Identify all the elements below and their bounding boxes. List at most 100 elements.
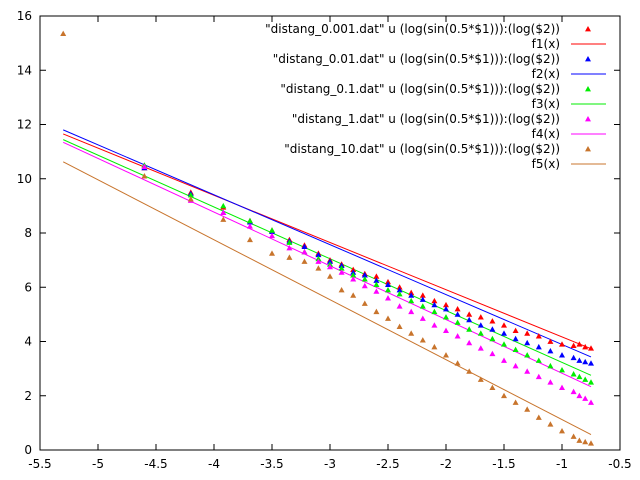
data-point-series-3: [582, 376, 589, 382]
data-point-series-3: [350, 272, 357, 278]
data-point-series-2: [512, 335, 519, 342]
data-point-series-1: [477, 314, 484, 320]
data-point-series-5: [443, 352, 449, 358]
data-point-series-1: [588, 345, 594, 351]
data-point-series-1: [524, 330, 531, 336]
data-point-series-3: [419, 303, 426, 309]
data-point-series-1: [350, 266, 357, 273]
data-point-series-3: [361, 276, 368, 282]
data-point-series-3: [431, 308, 438, 315]
data-point-series-4: [443, 327, 449, 334]
data-point-series-4: [269, 232, 275, 239]
data-point-series-4: [582, 395, 589, 401]
data-point-series-3: [373, 281, 380, 287]
data-point-series-2: [385, 281, 391, 287]
x-tick-label: -0.5: [608, 457, 631, 471]
data-point-series-5: [588, 440, 594, 446]
data-point-series-1: [419, 292, 426, 298]
data-point-series-4: [535, 373, 542, 380]
y-tick-label: 8: [24, 226, 32, 240]
y-tick-label: 10: [17, 172, 32, 186]
data-point-series-2: [559, 352, 565, 358]
data-point-series-4: [141, 163, 148, 169]
data-point-series-5: [269, 250, 275, 256]
data-point-series-5: [327, 273, 333, 279]
data-point-series-4: [408, 308, 415, 315]
data-point-series-1: [512, 327, 519, 334]
data-point-series-1: [489, 318, 496, 324]
data-point-series-5: [141, 173, 148, 179]
data-point-series-5: [547, 421, 554, 427]
data-point-series-4: [454, 333, 461, 339]
data-point-series-3: [454, 319, 461, 325]
data-point-series-1: [373, 273, 380, 279]
data-point-series-2: [315, 251, 322, 258]
data-point-series-1: [559, 341, 565, 347]
data-point-series-2: [582, 358, 589, 365]
data-point-series-2: [431, 301, 438, 308]
data-point-series-3: [327, 261, 333, 267]
data-point-series-4: [570, 388, 577, 395]
y-tick-label: 4: [24, 335, 32, 349]
data-point-series-4: [419, 315, 426, 321]
x-tick-label: -4.5: [144, 457, 167, 471]
data-point-series-3: [246, 217, 253, 224]
axes: -5.5 -5 -4.5 -4 -3.5 -3 -2.5 -2 -1.5 -1 -0.5 0 2 4 6 8 1…: [17, 9, 632, 471]
data-point-series-5: [559, 428, 565, 434]
data-point-series-2: [489, 326, 496, 332]
x-tick-label: -5: [92, 457, 104, 471]
x-tick-label: -1.5: [492, 457, 515, 471]
data-point-series-2: [576, 357, 583, 363]
y-tick-label: 12: [17, 118, 32, 132]
data-point-series-3: [385, 286, 391, 293]
data-point-series-5: [477, 376, 484, 382]
x-tick-label: -4: [208, 457, 220, 471]
data-point-series-1: [582, 343, 589, 350]
data-point-series-2: [419, 296, 426, 302]
legend-label: f3(x): [532, 97, 560, 111]
legend-label: "distang_0.1.dat" u (log(sin(0.5*$1))):(…: [280, 82, 560, 96]
data-point-series-4: [385, 295, 391, 301]
data-point-series-2: [373, 277, 380, 283]
y-tick-label: 6: [24, 280, 32, 294]
data-point-series-2: [466, 316, 473, 323]
y-tick-label: 2: [24, 389, 32, 403]
data-point-series-4: [576, 392, 583, 399]
data-point-series-1: [385, 278, 391, 285]
data-point-series-1: [408, 289, 415, 296]
data-point-series-2: [570, 354, 577, 361]
data-point-series-3: [315, 255, 322, 262]
data-point-series-4: [588, 399, 594, 405]
data-point-series-3: [547, 362, 554, 369]
data-point-series-3: [286, 239, 293, 245]
data-point-series-5: [350, 292, 357, 298]
data-point-series-3: [408, 297, 415, 304]
data-point-series-5: [286, 254, 293, 260]
data-point-series-2: [588, 360, 594, 366]
legend-label: f2(x): [532, 67, 560, 81]
data-point-series-2: [524, 339, 531, 346]
data-point-series-5: [385, 315, 391, 321]
data-point-series-3: [524, 352, 531, 358]
data-point-series-3: [489, 335, 496, 342]
y-tick-label: 16: [17, 9, 32, 23]
data-point-series-4: [489, 350, 496, 357]
fit-lines: [62, 129, 592, 436]
data-point-series-1: [454, 305, 461, 312]
data-point-series-1: [501, 322, 507, 328]
data-point-series-1: [396, 284, 403, 290]
data-points: [60, 30, 594, 446]
data-point-series-3: [477, 330, 484, 336]
data-point-series-5: [301, 258, 308, 264]
data-point-series-5: [373, 308, 380, 315]
data-point-series-5: [582, 438, 589, 445]
fit-line-f5: [62, 161, 592, 436]
data-point-series-1: [535, 333, 542, 339]
data-point-series-1: [443, 301, 449, 308]
legend-marker: [585, 86, 591, 92]
data-point-series-5: [576, 437, 583, 443]
data-point-series-3: [512, 346, 519, 353]
data-point-series-5: [524, 406, 531, 412]
data-point-series-5: [489, 384, 496, 391]
